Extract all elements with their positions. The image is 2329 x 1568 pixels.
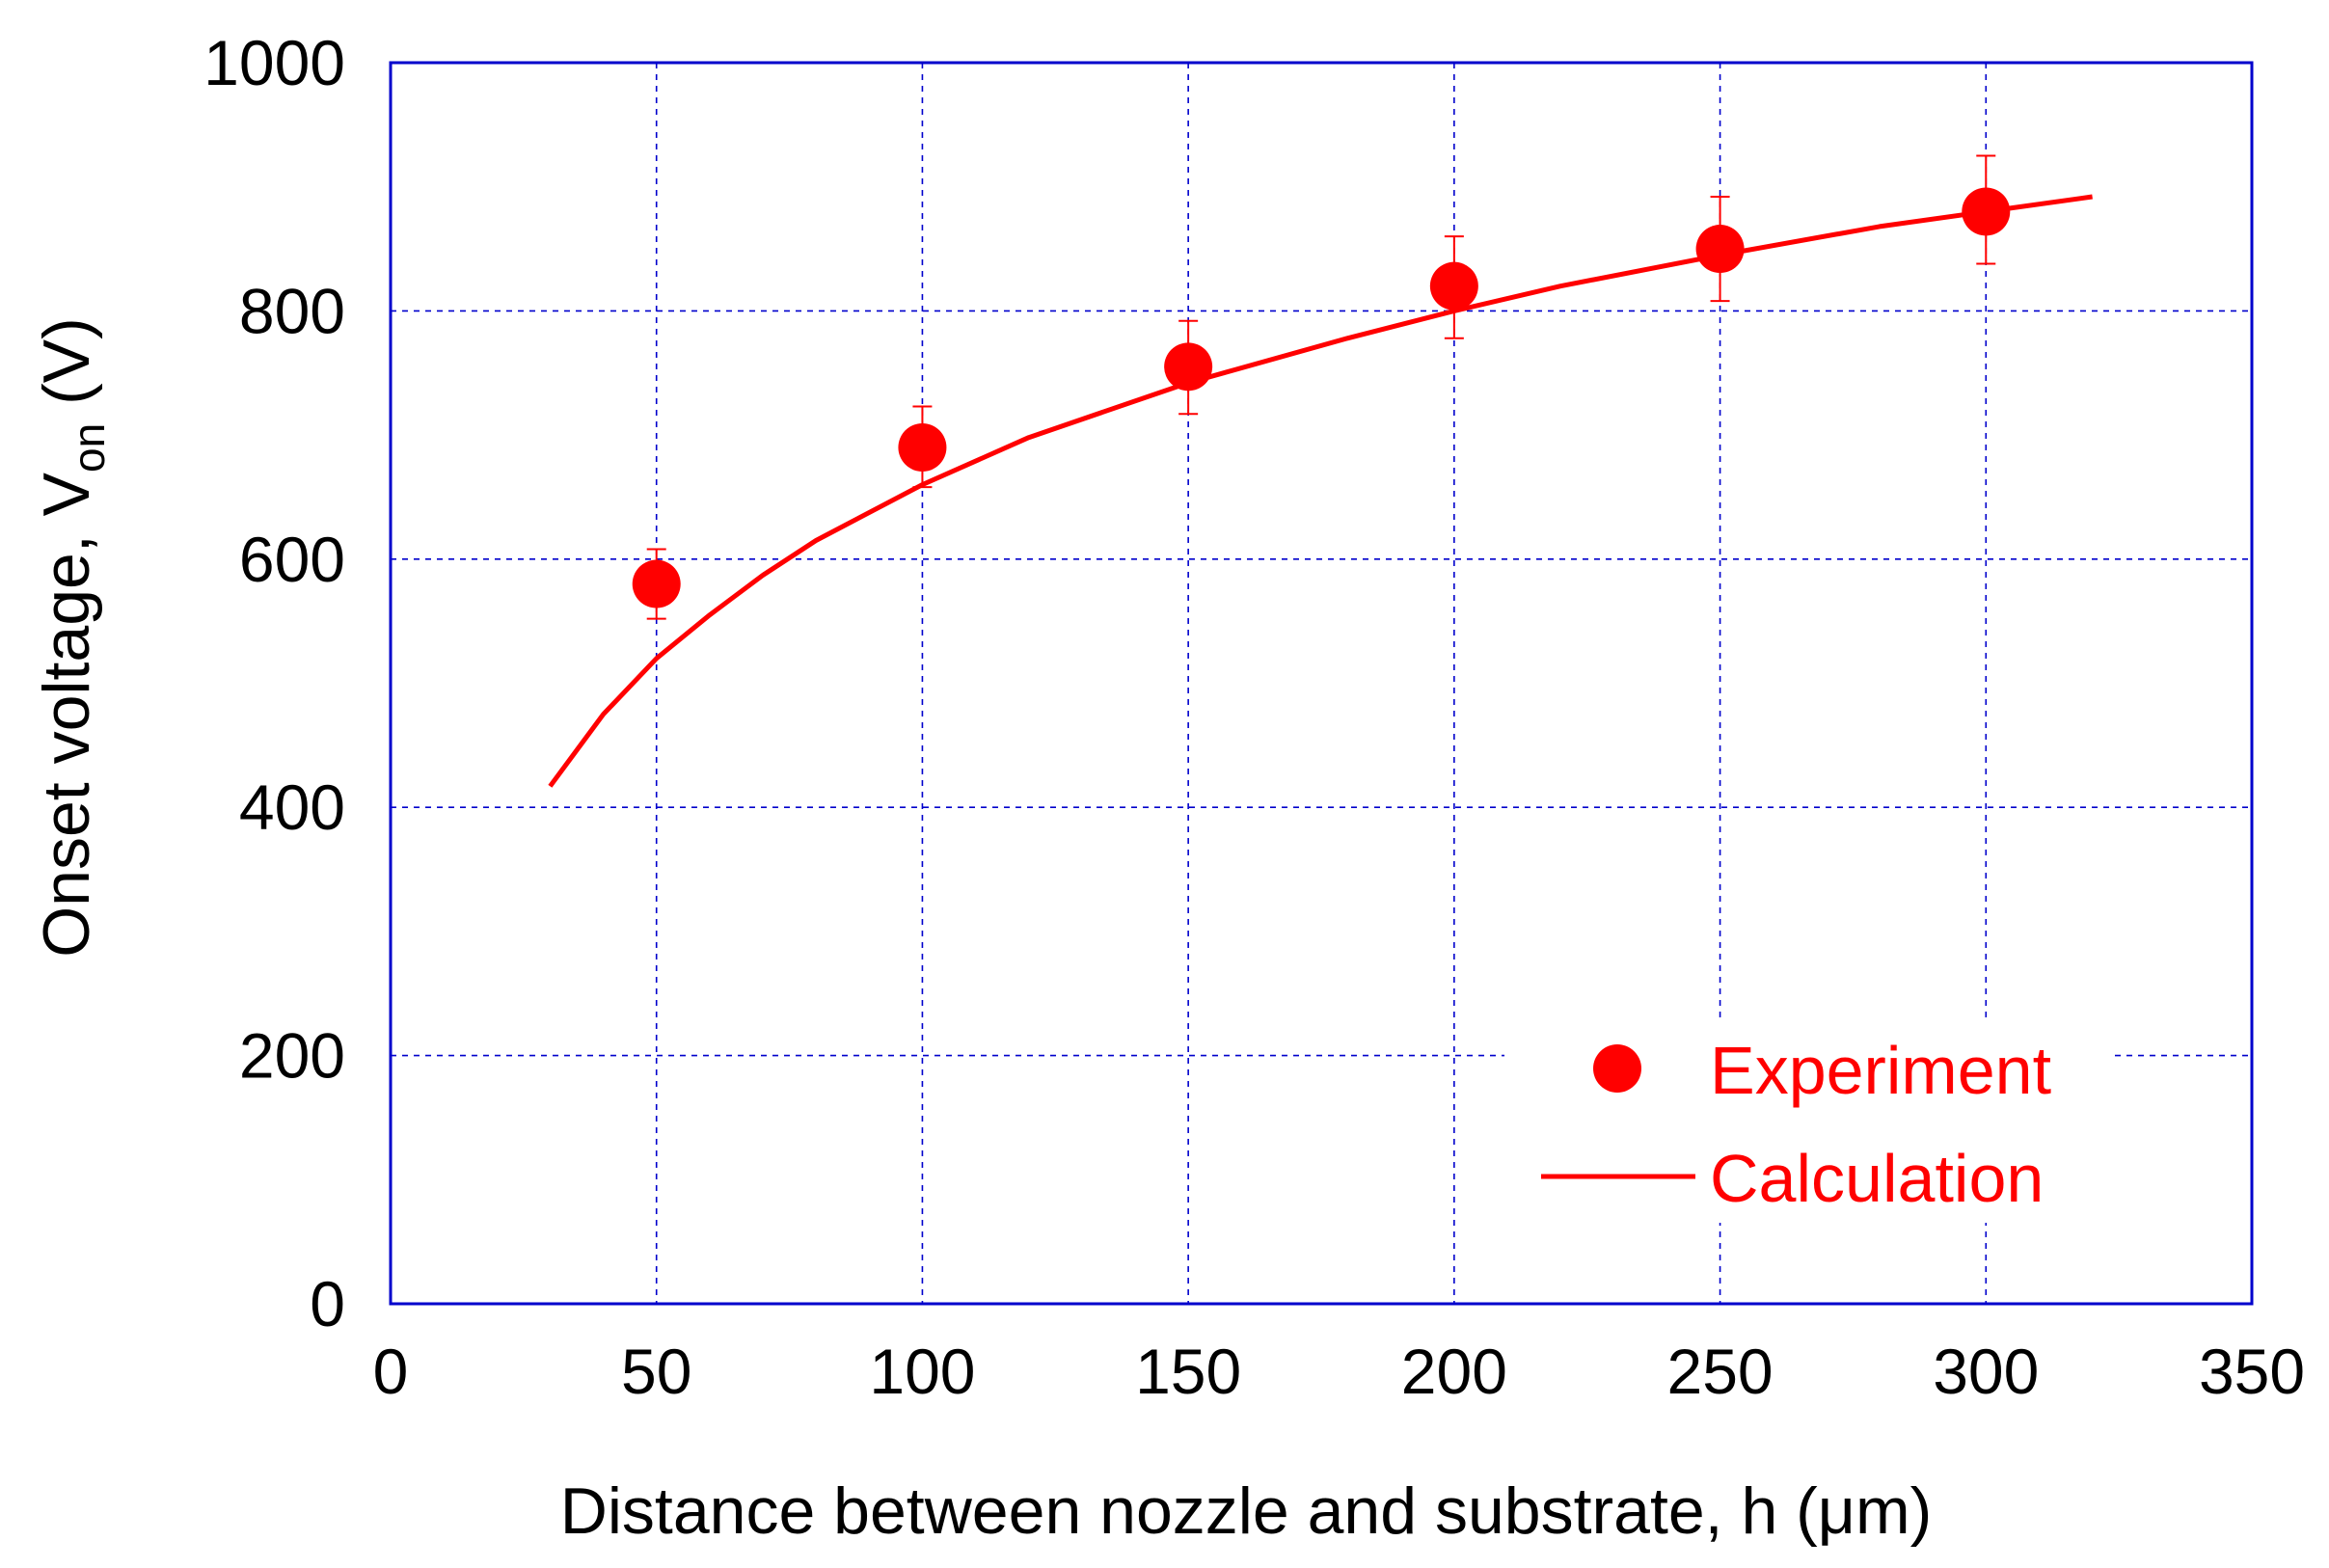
plot-frame <box>389 61 2254 1306</box>
x-tick-label: 0 <box>373 1336 409 1407</box>
y-tick-label: 400 <box>239 771 345 843</box>
series-layer <box>548 154 2093 788</box>
legend: Experiment Calculation <box>1504 1020 2112 1223</box>
y-tick-label: 1000 <box>203 27 345 98</box>
legend-experiment-label: Experiment <box>1710 1033 2051 1108</box>
x-tick-label: 200 <box>1401 1336 1507 1407</box>
legend-experiment-marker <box>1593 1044 1641 1093</box>
x-tick-label: 350 <box>2199 1336 2305 1407</box>
experiment-point-group <box>632 548 681 620</box>
x-tick-label: 50 <box>621 1336 691 1407</box>
experiment-point <box>1429 261 1478 311</box>
experiment-point-group <box>898 405 947 489</box>
legend-calculation-label: Calculation <box>1710 1141 2044 1216</box>
experiment-point-group <box>1429 235 1478 339</box>
x-tick-label: 250 <box>1667 1336 1774 1407</box>
y-tick-label: 0 <box>310 1268 345 1339</box>
y-axis-title: Onset voltage, Von (V) <box>30 317 114 957</box>
y-axis-title-unit: (V) <box>30 317 103 423</box>
calculation-line <box>548 194 2093 788</box>
y-tick-label: 600 <box>239 524 345 595</box>
x-axis-tick-labels: 0 50 100 150 200 250 300 350 <box>373 1336 2305 1407</box>
experiment-point-group <box>1962 154 2011 265</box>
experiment-point <box>632 559 681 608</box>
experiment-point <box>1962 187 2011 236</box>
experiment-point-group <box>1695 195 1745 303</box>
y-tick-label: 800 <box>239 275 345 346</box>
y-tick-label: 200 <box>239 1020 345 1092</box>
x-tick-label: 150 <box>1135 1336 1241 1407</box>
x-tick-label: 100 <box>869 1336 975 1407</box>
y-axis-title-main: Onset voltage, V <box>30 472 103 957</box>
x-axis-title: Distance between nozzle and substrate, h… <box>560 1474 1933 1548</box>
x-tick-label: 300 <box>1933 1336 2039 1407</box>
experiment-point-group <box>1164 319 1213 416</box>
experiment-point <box>1164 342 1213 392</box>
experiment-point <box>898 422 947 472</box>
y-axis-tick-labels: 0 200 400 600 800 1000 <box>203 27 345 1339</box>
y-axis-title-subscript: on <box>64 423 114 473</box>
experiment-point <box>1695 225 1745 274</box>
